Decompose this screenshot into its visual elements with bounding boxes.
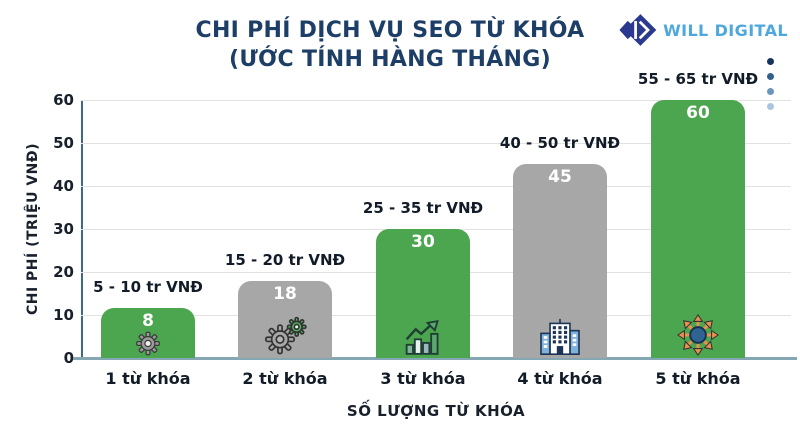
x-tick-label: 4 từ khóa [517, 369, 603, 388]
title-line1: CHI PHÍ DỊCH VỤ SEO TỪ KHÓA [195, 18, 585, 43]
bar-group-1-keyword: 5 - 10 tr VNĐ 8 1 từ [83, 278, 213, 388]
y-tick-50: 50 [53, 134, 74, 152]
bar-group-2-keywords: 15 - 20 tr VNĐ 18 [220, 251, 350, 388]
bar-value: 60 [686, 103, 710, 123]
expand-arrows-icon [677, 314, 719, 356]
growth-chart-icon [405, 319, 439, 355]
range-label: 25 - 35 tr VNĐ [362, 199, 484, 217]
x-tick-label: 2 từ khóa [242, 369, 328, 388]
brand-name: WILL DIGITAL [663, 20, 788, 40]
chart-plot-area: 5 - 10 tr VNĐ 8 1 từ [73, 70, 797, 388]
bar-4-keywords: 45 [513, 164, 607, 358]
y-tick-20: 20 [53, 263, 74, 281]
range-label: 5 - 10 tr VNĐ [93, 278, 203, 296]
gridline [81, 186, 791, 187]
y-tick-10: 10 [53, 306, 74, 324]
page-title: CHI PHÍ DỊCH VỤ SEO TỪ KHÓA (ƯỚC TÍNH HÀ… [0, 16, 780, 74]
y-tick-30: 30 [53, 220, 74, 238]
brand-logo: WILL DIGITAL [619, 12, 788, 48]
gear-icon [136, 331, 160, 356]
bar-value: 30 [411, 232, 435, 252]
y-tick-60: 60 [53, 91, 74, 109]
x-axis-title: SỐ LƯỢNG TỪ KHÓA [346, 402, 526, 420]
bar-3-keywords: 30 [376, 229, 470, 358]
range-label: 15 - 20 tr VNĐ [224, 251, 346, 269]
bar-5-keywords: 60 [651, 100, 745, 358]
y-tick-0: 0 [63, 349, 74, 367]
gears-icon [265, 316, 307, 355]
x-tick-label: 3 từ khóa [380, 369, 466, 388]
y-tick-40: 40 [53, 177, 74, 195]
bar-group-3-keywords: 25 - 35 tr VNĐ 30 3 từ khóa [358, 199, 488, 388]
title-line2: (ƯỚC TÍNH HÀNG THÁNG) [229, 47, 551, 72]
gridline [81, 143, 791, 144]
building-icon [540, 318, 580, 356]
x-tick-label: 5 từ khóa [655, 369, 741, 388]
bar-group-4-keywords: 40 - 50 tr VNĐ 45 [495, 134, 625, 388]
bar-group-5-keywords: 55 - 65 tr VNĐ 60 [633, 70, 763, 388]
gridline [81, 100, 791, 101]
bar-value: 18 [273, 284, 297, 304]
bar-1-keyword: 8 [101, 308, 195, 358]
range-label: 40 - 50 tr VNĐ [499, 134, 621, 152]
x-tick-label: 1 từ khóa [105, 369, 191, 388]
x-axis-line [73, 357, 797, 360]
bar-2-keywords: 18 [238, 281, 332, 358]
will-digital-logo-icon [619, 14, 657, 46]
bar-value: 8 [142, 311, 154, 331]
dots-decoration-icon [767, 58, 774, 110]
bar-value: 45 [548, 167, 572, 187]
range-label: 55 - 65 tr VNĐ [637, 70, 759, 88]
